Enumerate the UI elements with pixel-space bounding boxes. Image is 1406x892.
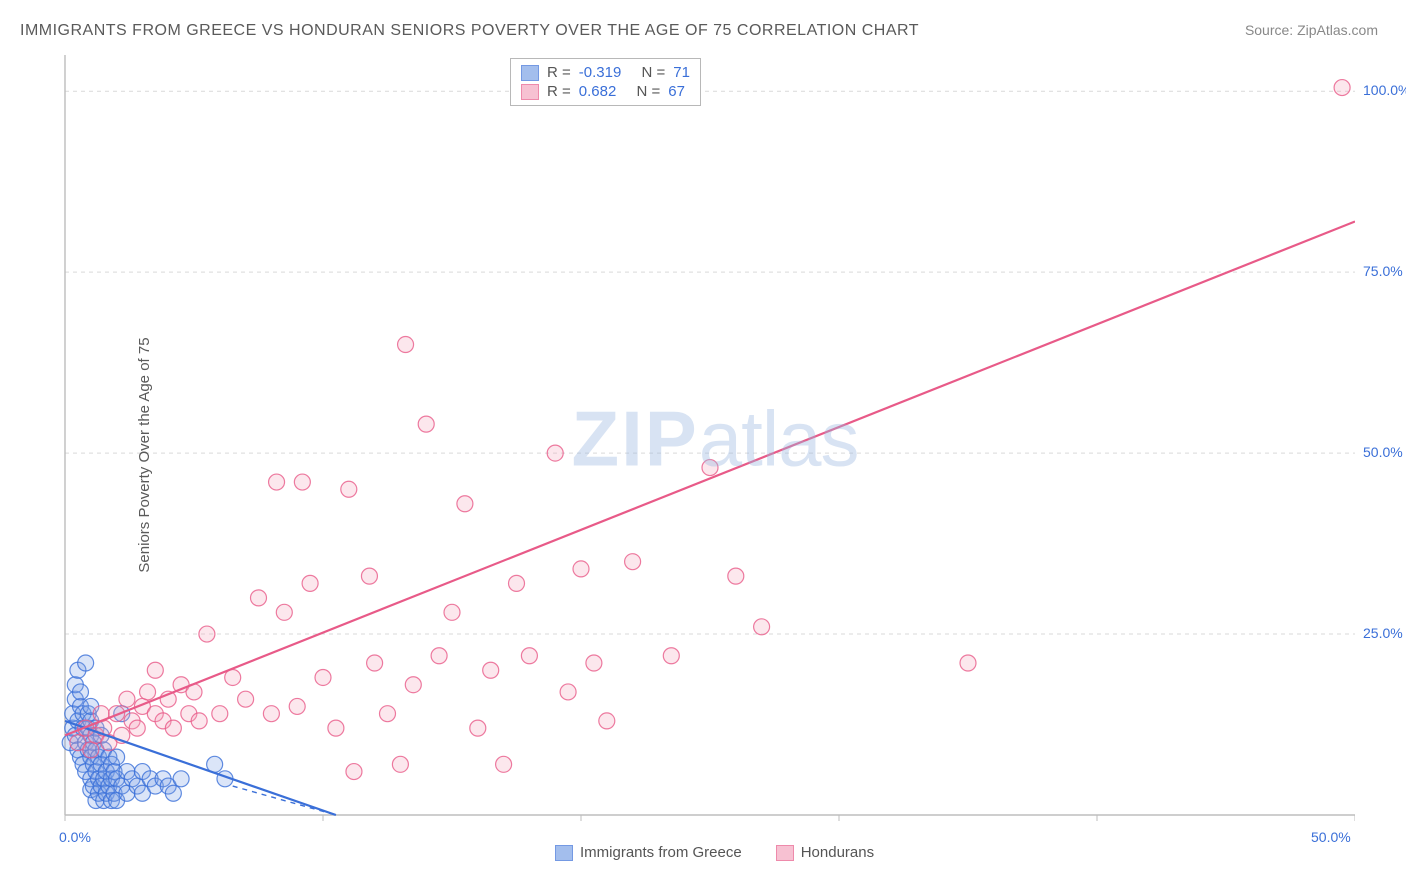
series-legend: Immigrants from Greece Hondurans xyxy=(555,844,874,861)
source-attribution: Source: ZipAtlas.com xyxy=(1245,22,1378,38)
r-label: R = xyxy=(547,83,571,100)
legend-item-hondurans: Hondurans xyxy=(776,844,874,861)
axis-tick-label: 75.0% xyxy=(1363,263,1403,279)
legend-row-greece: R = -0.319 N = 71 xyxy=(519,63,692,82)
n-value-greece: 71 xyxy=(673,64,690,81)
legend-label-greece: Immigrants from Greece xyxy=(580,844,742,861)
swatch-greece-icon xyxy=(555,845,573,861)
axis-tick-label: 25.0% xyxy=(1363,625,1403,641)
correlation-legend: R = -0.319 N = 71 R = 0.682 N = 67 xyxy=(510,58,701,106)
swatch-hondurans xyxy=(521,84,539,100)
axis-tick-label: 100.0% xyxy=(1363,82,1406,98)
r-label: R = xyxy=(547,64,571,81)
swatch-hondurans-icon xyxy=(776,845,794,861)
legend-label-hondurans: Hondurans xyxy=(801,844,874,861)
source-link[interactable]: ZipAtlas.com xyxy=(1297,22,1378,38)
source-label: Source: xyxy=(1245,22,1293,38)
n-value-hondurans: 67 xyxy=(668,83,685,100)
legend-item-greece: Immigrants from Greece xyxy=(555,844,742,861)
axis-tick-label: 50.0% xyxy=(1311,829,1351,845)
axis-tick-label: 50.0% xyxy=(1363,444,1403,460)
axis-tick-label: 0.0% xyxy=(59,829,91,845)
scatter-chart xyxy=(55,55,1355,845)
swatch-greece xyxy=(521,65,539,81)
n-label: N = xyxy=(636,83,660,100)
chart-container: Seniors Poverty Over the Age of 75 ZIPat… xyxy=(55,55,1375,855)
chart-title: IMMIGRANTS FROM GREECE VS HONDURAN SENIO… xyxy=(20,22,919,40)
legend-row-hondurans: R = 0.682 N = 67 xyxy=(519,82,692,101)
r-value-greece: -0.319 xyxy=(579,64,622,81)
r-value-hondurans: 0.682 xyxy=(579,83,617,100)
n-label: N = xyxy=(641,64,665,81)
y-axis-label: Seniors Poverty Over the Age of 75 xyxy=(136,337,153,572)
